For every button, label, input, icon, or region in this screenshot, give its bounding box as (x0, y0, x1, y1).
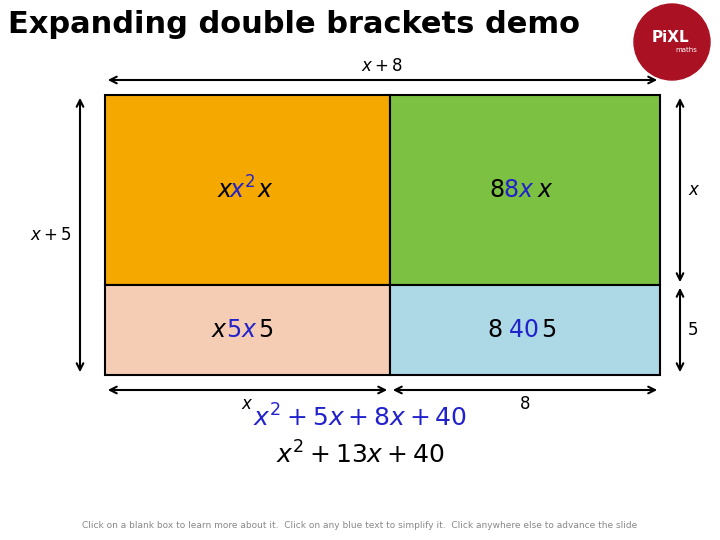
Text: $5x$: $5x$ (226, 318, 257, 342)
Text: $x$: $x$ (217, 178, 234, 202)
Text: $8x$: $8x$ (503, 178, 535, 202)
Text: $40$: $40$ (508, 318, 539, 342)
Bar (105, 285, 390, 375)
Text: $x^2 + 13x + 40$: $x^2 + 13x + 40$ (276, 441, 444, 469)
Text: $x^2$: $x^2$ (229, 177, 256, 204)
Text: Expanding double brackets demo: Expanding double brackets demo (8, 10, 580, 39)
Text: $x$: $x$ (688, 181, 701, 199)
Text: maths: maths (675, 47, 697, 53)
Text: $8$: $8$ (487, 318, 503, 342)
Bar (390, 285, 660, 375)
Text: $x+8$: $x+8$ (361, 57, 403, 75)
Text: $x+5$: $x+5$ (30, 226, 72, 244)
Text: 5: 5 (688, 321, 698, 339)
Text: $x$: $x$ (536, 178, 554, 202)
Text: $5$: $5$ (258, 318, 273, 342)
Text: $5$: $5$ (541, 318, 557, 342)
Text: $x$: $x$ (241, 395, 253, 413)
Bar (390, 95, 660, 285)
Text: Click on a blank box to learn more about it.  Click on any blue text to simplify: Click on a blank box to learn more about… (82, 521, 638, 530)
Circle shape (634, 4, 710, 80)
Text: $x^2 + 5x + 8x + 40$: $x^2 + 5x + 8x + 40$ (253, 404, 467, 431)
Bar (105, 95, 390, 285)
Text: 8: 8 (520, 395, 530, 413)
Text: PiXL: PiXL (651, 30, 689, 45)
Text: $x$: $x$ (257, 178, 274, 202)
Text: $8$: $8$ (490, 178, 505, 202)
Text: $x$: $x$ (211, 318, 228, 342)
